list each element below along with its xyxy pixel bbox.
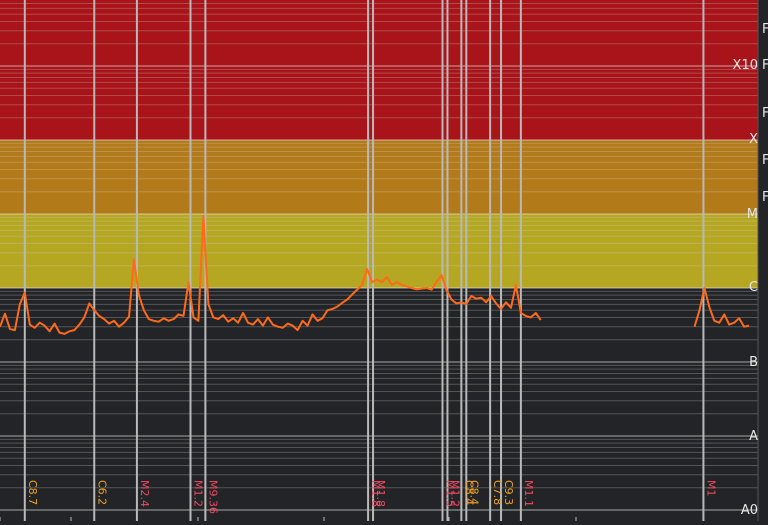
- flare-label: M1: [704, 480, 717, 497]
- class-label-x10: X10: [733, 58, 758, 73]
- flare-label: M1.8: [369, 480, 382, 507]
- flux-series-line: [693, 287, 750, 328]
- edge-letter: F: [762, 190, 768, 205]
- class-band-x10: [0, 0, 758, 140]
- edge-letter: F: [762, 153, 768, 168]
- flare-label: M9.36: [206, 480, 219, 514]
- flare-label: C6.2: [95, 480, 108, 505]
- flare-label: M2.4: [138, 480, 151, 507]
- class-label-x: X: [749, 132, 758, 147]
- class-band-m: [0, 214, 758, 288]
- flux-series-line: [0, 215, 542, 335]
- class-label-a: A: [749, 429, 758, 444]
- edge-letter: F: [762, 106, 768, 121]
- flare-label: C8.4: [467, 480, 480, 505]
- class-label-b: B: [749, 355, 758, 370]
- flare-label: M1.2: [448, 480, 461, 507]
- flare-label: M1.2: [191, 480, 204, 507]
- flare-label: M1.8: [374, 480, 387, 507]
- edge-letter: F: [762, 22, 768, 37]
- edge-letter: F: [762, 58, 768, 73]
- flare-label: C8.7: [26, 480, 39, 505]
- flare-label: C8.4: [462, 480, 475, 505]
- class-band-x: [0, 140, 758, 214]
- flare-label: M1.5: [443, 480, 456, 507]
- class-label-a0: A0: [741, 503, 758, 518]
- flare-label: C7.8: [491, 480, 504, 505]
- flare-label: M1.1: [522, 480, 535, 507]
- class-label-m: M: [747, 207, 758, 222]
- flare-label: C9.3: [502, 480, 515, 505]
- class-label-c: C: [749, 280, 758, 295]
